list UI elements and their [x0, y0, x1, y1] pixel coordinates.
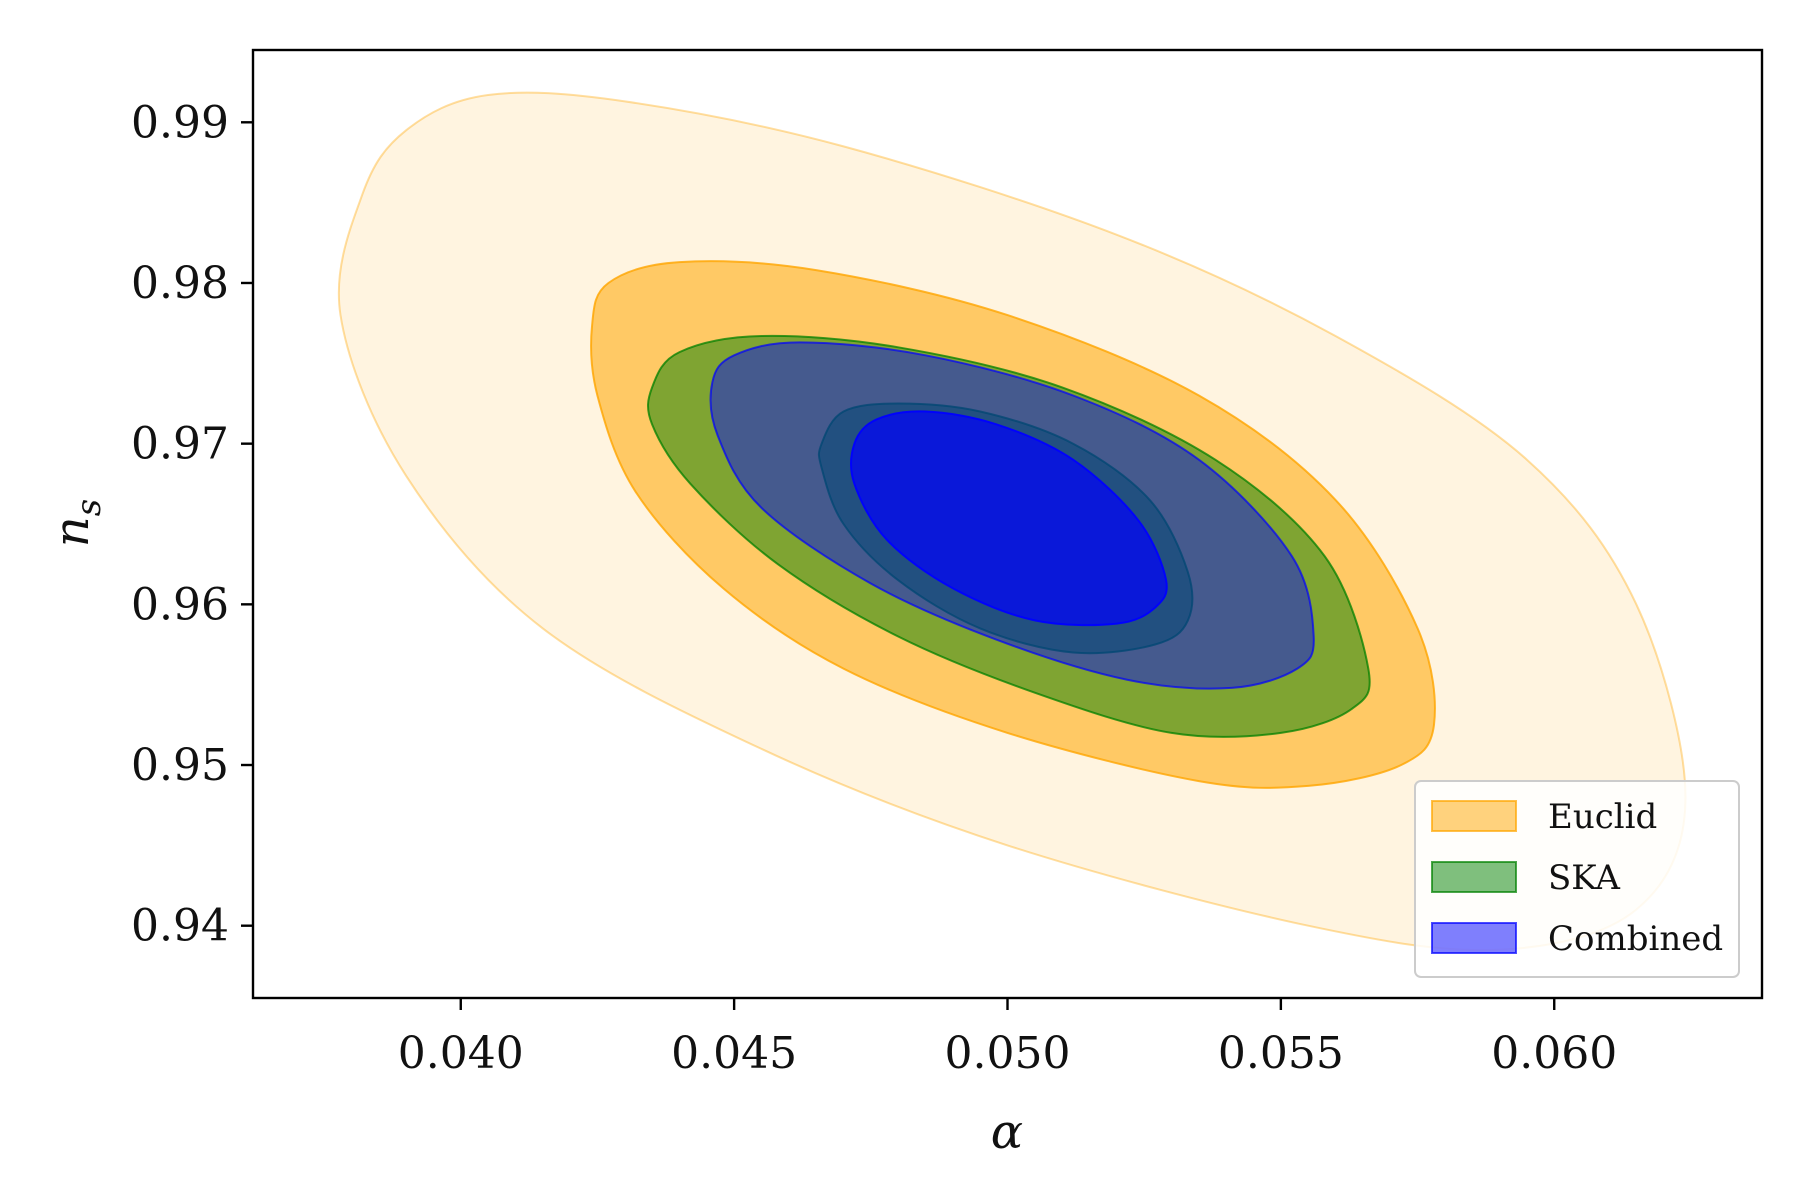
- y-axis-label-main: n: [44, 516, 100, 547]
- y-tick-label: 0.94: [131, 901, 229, 952]
- y-axis-ticks: 0.94 0.95 0.96 0.97 0.98 0.99: [131, 97, 253, 952]
- legend-swatch-euclid: [1431, 800, 1517, 832]
- x-axis-label: α: [991, 1104, 1023, 1160]
- x-tick-label: 0.055: [1218, 1028, 1344, 1079]
- legend-label-euclid: Euclid: [1548, 797, 1657, 837]
- x-tick-label: 0.050: [945, 1028, 1071, 1079]
- x-tick-label: 0.040: [398, 1028, 524, 1079]
- y-tick-label: 0.99: [131, 97, 229, 148]
- y-tick-label: 0.96: [131, 579, 229, 630]
- combined-contour-1sigma: [849, 410, 1168, 627]
- x-axis-ticks: 0.040 0.045 0.050 0.055 0.060: [398, 998, 1617, 1079]
- legend: Euclid SKA Combined: [1414, 780, 1740, 978]
- legend-label-combined: Combined: [1548, 919, 1723, 959]
- y-tick-label: 0.97: [131, 419, 229, 470]
- y-tick-label: 0.98: [131, 258, 229, 309]
- legend-swatch-combined: [1431, 922, 1517, 954]
- y-axis-label: ns: [44, 499, 109, 547]
- y-axis-label-subscript: s: [69, 499, 109, 516]
- y-tick-label: 0.95: [131, 740, 229, 791]
- legend-label-ska: SKA: [1548, 858, 1620, 898]
- x-tick-label: 0.045: [671, 1028, 797, 1079]
- legend-swatch-ska: [1431, 861, 1517, 893]
- contour-regions: [337, 91, 1687, 952]
- x-tick-label: 0.060: [1491, 1028, 1617, 1079]
- legend-items: Euclid SKA Combined: [1431, 797, 1723, 959]
